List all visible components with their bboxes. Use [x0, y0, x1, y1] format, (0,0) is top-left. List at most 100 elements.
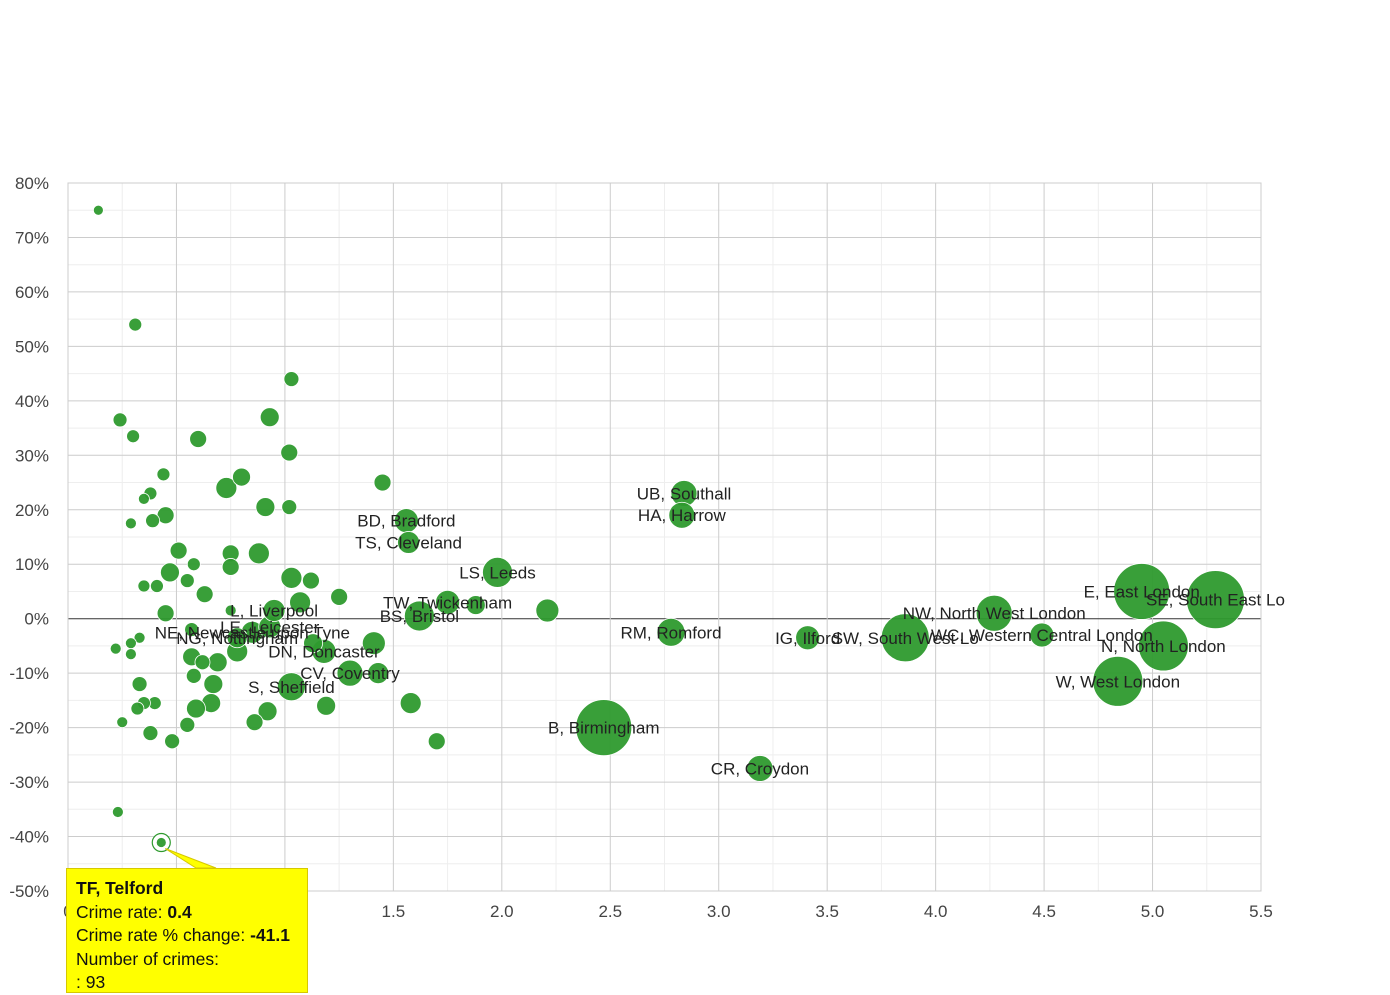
bubble[interactable]	[283, 371, 300, 387]
tooltip-title: TF, Telford	[76, 878, 164, 898]
bubble[interactable]	[482, 557, 513, 588]
bubble[interactable]	[138, 492, 150, 505]
y-tick-label: 30%	[15, 446, 49, 465]
bubble[interactable]	[164, 733, 181, 750]
bubble[interactable]	[194, 654, 211, 671]
bubble[interactable]	[156, 467, 171, 482]
bubble[interactable]	[125, 517, 137, 530]
bubble[interactable]	[435, 589, 460, 615]
bubble[interactable]	[215, 477, 238, 499]
bubble[interactable]	[668, 501, 696, 529]
bubble-label: SE, South East Lo	[1146, 591, 1285, 610]
bubble[interactable]	[184, 622, 200, 637]
y-tick-label: -50%	[9, 882, 49, 901]
bubble[interactable]	[427, 732, 446, 751]
bubble[interactable]	[535, 598, 560, 623]
bubble[interactable]	[289, 591, 311, 614]
bubble[interactable]	[255, 497, 276, 517]
bubble[interactable]	[330, 588, 349, 606]
bubble[interactable]	[373, 473, 392, 492]
bubble[interactable]	[399, 692, 422, 715]
bubble[interactable]	[128, 317, 143, 332]
bubble[interactable]	[280, 443, 299, 462]
bubble[interactable]	[1186, 570, 1245, 630]
bubble[interactable]	[131, 676, 148, 692]
bubble[interactable]	[142, 725, 159, 741]
bubble[interactable]	[112, 412, 128, 428]
bubble[interactable]	[221, 558, 240, 576]
bubble[interactable]	[247, 542, 270, 565]
bubble[interactable]	[186, 557, 201, 572]
bubble[interactable]	[179, 573, 195, 588]
bubble[interactable]	[169, 541, 188, 560]
bubble[interactable]	[280, 566, 303, 589]
bubble[interactable]	[361, 631, 386, 656]
bubble[interactable]	[795, 625, 821, 651]
bubble[interactable]	[397, 531, 420, 554]
bubble[interactable]	[257, 701, 278, 722]
bubble-label: SW, South West Lo	[832, 629, 979, 648]
bubble[interactable]	[125, 648, 137, 660]
bubble[interactable]	[259, 407, 280, 428]
bubble[interactable]	[111, 806, 124, 818]
bubble-label: IG, Ilford	[775, 629, 840, 648]
bubble[interactable]	[224, 604, 237, 617]
bubble[interactable]	[465, 595, 486, 615]
bubble[interactable]	[125, 637, 137, 650]
bubble[interactable]	[226, 627, 248, 649]
bubble[interactable]	[133, 631, 146, 644]
bubble[interactable]	[656, 617, 686, 647]
bubble[interactable]	[1092, 655, 1144, 707]
bubble[interactable]	[145, 513, 160, 529]
tooltip-crimes-label: Number of crimes:	[76, 948, 219, 969]
bubble[interactable]	[160, 562, 180, 583]
bubble[interactable]	[302, 571, 320, 590]
bubble[interactable]	[746, 755, 774, 782]
bubble[interactable]	[137, 579, 151, 593]
x-tick-label: 4.0	[924, 902, 948, 921]
bubble[interactable]	[195, 585, 214, 604]
bubble[interactable]	[126, 429, 140, 444]
y-tick-label: 50%	[15, 337, 49, 356]
bubble[interactable]	[116, 716, 129, 729]
bubble[interactable]	[155, 837, 167, 848]
bubble-label: DN, Doncaster	[268, 642, 380, 661]
y-tick-label: -20%	[9, 719, 49, 738]
bubble[interactable]	[232, 467, 251, 487]
bubble[interactable]	[156, 604, 175, 623]
y-tick-label: 0%	[24, 610, 49, 629]
bubble[interactable]	[367, 662, 390, 685]
bubble[interactable]	[281, 499, 298, 515]
bubble[interactable]	[189, 430, 208, 448]
bubble[interactable]	[880, 613, 930, 663]
bubble-labels: UB, Southall HA, Harrow BD, Bradford TS, Cl…	[155, 484, 1285, 778]
bubble-label: HA, Harrow	[638, 506, 727, 525]
bubble[interactable]	[277, 672, 306, 702]
bubble[interactable]	[179, 716, 196, 733]
bubble[interactable]	[207, 652, 228, 673]
bubble[interactable]	[1029, 622, 1055, 648]
bubble[interactable]	[109, 642, 122, 655]
bubble[interactable]	[203, 674, 224, 694]
bubble[interactable]	[245, 713, 264, 732]
bubble[interactable]	[130, 701, 145, 716]
tooltip-change-label: Crime rate % change:	[76, 925, 246, 945]
bubble[interactable]	[1137, 620, 1189, 672]
bubble-label: N, North London	[1101, 637, 1226, 656]
bubble[interactable]	[336, 659, 364, 687]
bubble[interactable]	[403, 600, 435, 632]
bubble[interactable]	[262, 599, 286, 622]
x-tick-label: 2.0	[490, 902, 514, 921]
bubble[interactable]	[975, 594, 1013, 632]
bubble[interactable]	[186, 698, 206, 719]
bubble[interactable]	[575, 699, 633, 757]
y-tick-label: 80%	[15, 174, 49, 193]
x-tick-label: 2.5	[598, 902, 622, 921]
bubble[interactable]	[316, 695, 337, 716]
bubble[interactable]	[303, 633, 324, 654]
bubble[interactable]	[92, 204, 104, 216]
x-tick-label: 1.5	[382, 902, 406, 921]
bubble[interactable]	[185, 667, 202, 684]
bubble[interactable]	[1113, 563, 1171, 620]
bubble[interactable]	[150, 579, 164, 593]
